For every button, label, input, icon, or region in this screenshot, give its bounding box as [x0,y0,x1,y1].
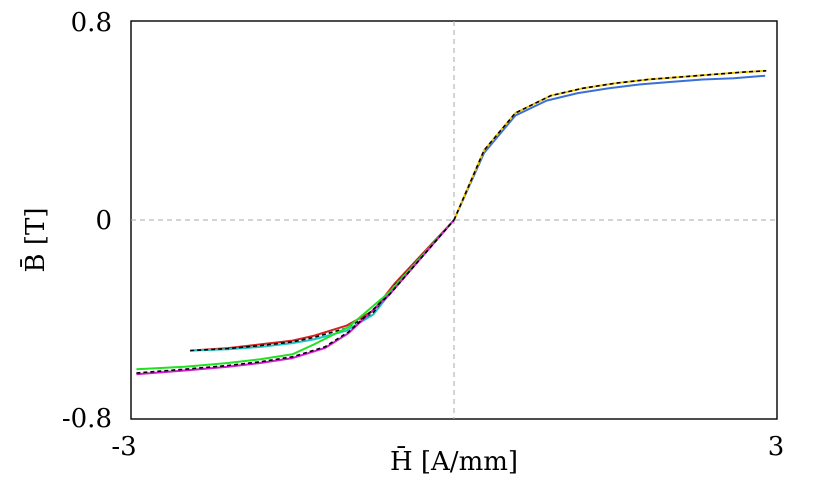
series-line-8 [136,219,455,376]
y-tick-label-top: 0.8 [71,8,112,38]
series-line-5 [190,219,455,352]
series-line-6 [190,219,455,352]
series-line-3 [453,70,767,221]
series-line-4 [190,219,455,352]
plot-area [130,20,778,420]
y-axis-label: B̄ [T] [19,208,51,273]
series-line-7 [136,219,455,371]
series-line-9 [136,219,455,374]
x-axis-label: H̄ [A/mm] [390,445,518,477]
y-tick-label-bottom: -0.8 [62,404,112,434]
series-line-2 [453,69,767,221]
x-tick-label-left: -3 [111,432,136,462]
x-tick-label-right: 3 [768,432,785,462]
series-layer [136,69,767,376]
series-line-1 [453,74,766,221]
y-tick-label-zero: 0 [95,206,112,236]
